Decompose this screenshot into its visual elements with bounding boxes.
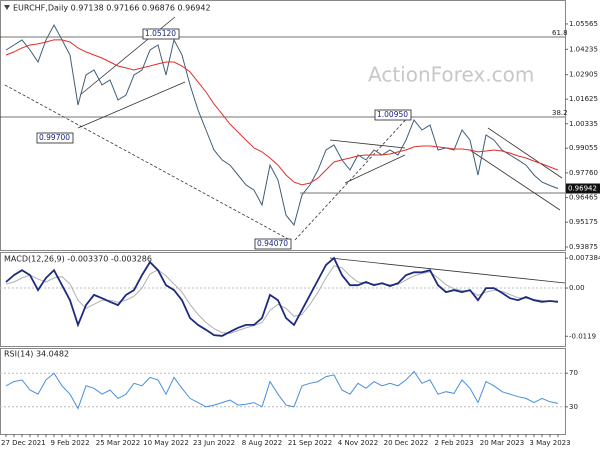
x-tick-label: 25 Mar 2022: [96, 439, 140, 447]
last-price-box: [566, 183, 600, 194]
x-tick-label: 20 Dec 2022: [384, 439, 429, 447]
annotation-box: [254, 238, 292, 250]
y-tick-label: 0.93875: [569, 243, 598, 251]
y-tick-label: 1.05565: [569, 20, 598, 28]
trendline: [329, 139, 406, 149]
y-tick-label: 0.00: [569, 284, 585, 292]
trendline: [469, 149, 561, 211]
y-tick-label: 1.02905: [569, 71, 598, 79]
series-line: [5, 256, 559, 337]
y-tick-label: 30: [569, 403, 578, 411]
rsi-panel: [0, 348, 566, 435]
fib-label: 61.8: [552, 29, 568, 37]
trendline: [329, 257, 566, 284]
x-tick-label: 21 Sep 2022: [288, 439, 332, 447]
fib-label: 38.2: [552, 109, 568, 117]
series-line: [5, 370, 559, 410]
watermark: ActionForex.com: [368, 63, 534, 87]
y-tick-label: 0.007384: [569, 254, 600, 262]
annotation-label: 0.99700: [39, 133, 70, 142]
y-tick-label: 0.96465: [569, 194, 598, 202]
x-tick-label: 2 Feb 2023: [434, 439, 473, 447]
trendline: [487, 127, 563, 179]
series-line: [5, 39, 559, 186]
x-tick-label: 20 Mar 2023: [480, 439, 524, 447]
x-tick-label: 4 Nov 2022: [338, 439, 378, 447]
y-tick-label: 70: [569, 369, 578, 377]
y-tick-label: 1.01625: [569, 95, 598, 103]
trendline: [77, 81, 186, 129]
series-line: [5, 23, 559, 227]
x-tick-label: 3 May 2023: [529, 439, 570, 447]
macd-panel: [0, 252, 566, 347]
y-tick-label: 0.99055: [569, 144, 598, 152]
menu-icon: [4, 5, 10, 10]
price-title: EURCHF,Daily 0.97138 0.97166 0.96876 0.9…: [13, 4, 211, 13]
x-tick-label: 27 Dec 2021: [1, 439, 46, 447]
x-tick-label: 8 Aug 2022: [242, 439, 282, 447]
price-panel: [0, 0, 566, 251]
y-tick-label: 0.97760: [569, 169, 598, 177]
trendline: [344, 154, 406, 184]
y-tick-label: 1.04235: [569, 45, 598, 53]
annotation-box: [36, 132, 74, 144]
annotation-label: 1.05120: [145, 29, 176, 38]
x-tick-label: 23 Jun 2022: [193, 439, 235, 447]
x-tick-label: 9 Feb 2022: [50, 439, 89, 447]
y-tick-label: 0.95175: [569, 218, 598, 226]
annotation-box: [374, 109, 412, 121]
annotation-label: 1.00950: [377, 110, 408, 119]
trendline: [4, 84, 291, 241]
y-tick-label: -0.0119: [569, 332, 596, 340]
annotation-label: 0.94070: [257, 239, 288, 248]
last-price-label: 0.96942: [568, 185, 597, 193]
macd-title: MACD(12,26,9) -0.003370 -0.003286: [4, 255, 152, 264]
x-tick-label: 10 May 2022: [143, 439, 189, 447]
trendline: [294, 114, 411, 241]
rsi-title: RSI(14) 34.0482: [4, 350, 69, 359]
y-tick-label: 1.00335: [569, 120, 598, 128]
annotation-box: [142, 28, 180, 40]
